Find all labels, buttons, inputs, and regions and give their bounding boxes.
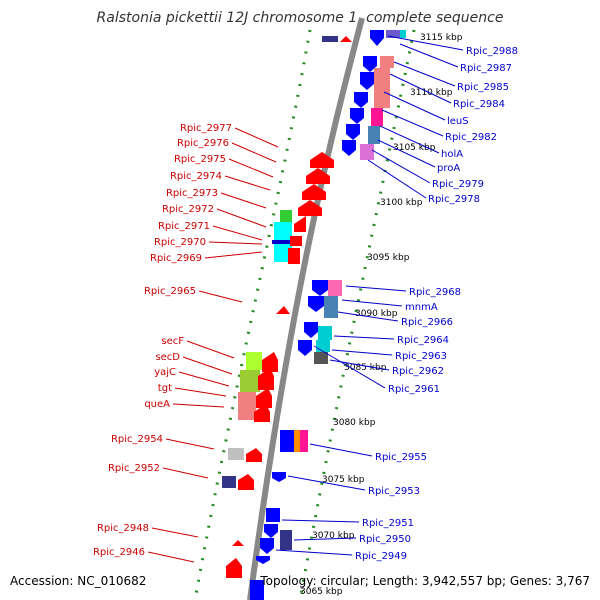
gene-label: Rpic_2970 [154,237,206,248]
gene-label: Rpic_2946 [93,547,145,558]
gene-label: Rpic_2987 [460,63,512,74]
tick-label: 3080 kbp [333,418,376,428]
gene-label: Rpic_2953 [368,486,420,497]
gene-label: Rpic_2964 [397,335,449,346]
gene-label: Rpic_2955 [375,452,427,463]
gene-label: queA [144,399,170,410]
tick-label: 3070 kbp [312,531,355,541]
gene-label: holA [441,149,463,160]
gene-label: Rpic_2952 [108,463,160,474]
left-labels: Rpic_2977 Rpic_2976 Rpic_2975 Rpic_2974 … [93,123,279,563]
gene-label: tgt [158,383,172,394]
gene-label: Rpic_2974 [170,171,222,182]
gene-label: proA [437,163,460,174]
tick-label: 3100 kbp [380,198,423,208]
gene-label: Rpic_2976 [177,138,229,149]
map-title: Ralstonia pickettii 12J chromosome 1, co… [96,10,504,26]
tick-label: 3065 kbp [300,587,343,597]
tick-label: 3115 kbp [420,33,463,43]
gene-label: secD [155,352,180,363]
gene-label: Rpic_2961 [388,384,440,395]
gene-label: Rpic_2977 [180,123,232,134]
gene-label: Rpic_2972 [162,204,214,215]
gene-label: Rpic_2950 [359,534,411,545]
tick-label: 3105 kbp [393,143,436,153]
gene-label: Rpic_2968 [409,287,461,298]
right-labels: Rpic_2988 Rpic_2987 Rpic_2985 Rpic_2984 … [275,35,518,562]
gene-label: Rpic_2948 [97,523,149,534]
gene-label: Rpic_2978 [428,194,480,205]
gene-label: Rpic_2969 [150,253,202,264]
gene-label: Rpic_2971 [158,221,210,232]
gene-label: Rpic_2973 [166,188,218,199]
accession-text: Accession: NC_010682 [10,574,147,588]
reverse-features [222,152,334,578]
summary-text: Topology: circular; Length: 3,942,557 bp… [260,574,590,588]
gene-label: Rpic_2982 [445,132,497,143]
gene-label: Rpic_2949 [355,551,407,562]
gene-label: Rpic_2966 [401,317,453,328]
tick-label: 3110 kbp [410,88,453,98]
tick-label: 3090 kbp [355,309,398,319]
gene-label: Rpic_2963 [395,351,447,362]
gene-label: Rpic_2951 [362,518,414,529]
gene-label: Rpic_2962 [392,366,444,377]
gene-label: secF [161,336,184,347]
gene-label: Rpic_2984 [453,99,505,110]
gene-label: mnmA [405,302,438,313]
gene-label: Rpic_2954 [111,434,163,445]
gene-label: Rpic_2975 [174,154,226,165]
tick-label: 3075 kbp [322,475,365,485]
gene-label: Rpic_2988 [466,46,518,57]
tick-labels: 3115 kbp 3110 kbp 3105 kbp 3100 kbp 3095… [300,33,463,597]
tick-label: 3095 kbp [367,253,410,263]
gene-label: yajC [154,367,176,378]
forward-features [250,30,406,600]
gene-label: Rpic_2979 [432,179,484,190]
backbone-line [247,17,365,600]
gene-label: leuS [447,116,469,127]
gene-label: Rpic_2965 [144,286,196,297]
tick-label: 3085 kbp [344,363,387,373]
gene-label: Rpic_2985 [457,82,509,93]
